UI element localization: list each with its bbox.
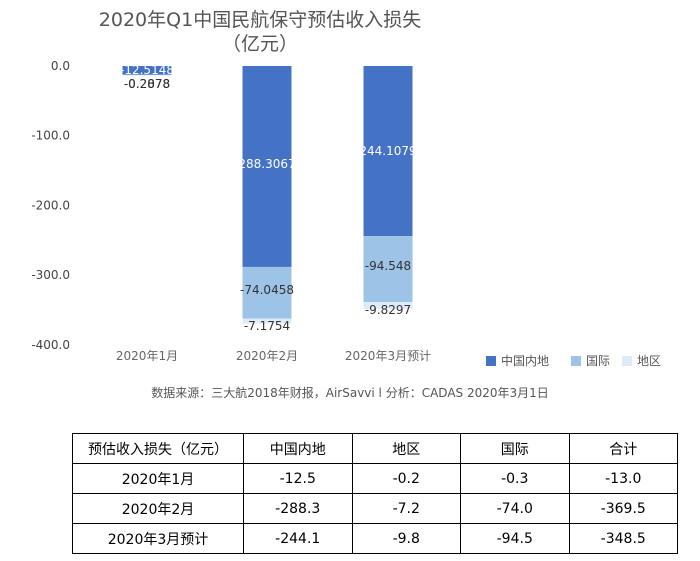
bar-segment <box>363 302 413 309</box>
legend-swatch <box>622 356 632 366</box>
data-label: -74.0458 <box>240 283 294 297</box>
table-cell: -288.3 <box>243 493 353 524</box>
table-row: 2020年3月预计 -244.1 -9.8 -94.5 -348.5 <box>72 523 678 554</box>
y-tick-label: -400.0 <box>31 338 70 352</box>
table-header-cell: 中国内地 <box>243 433 353 464</box>
legend-swatch <box>486 356 496 366</box>
table-cell: 2020年3月预计 <box>72 523 244 554</box>
x-tick-label: 2020年3月预计 <box>345 349 431 363</box>
bar-segment <box>363 66 413 237</box>
data-source-note: 数据来源：三大航2018年财报，AirSavvi l 分析：CADAS 2020… <box>151 386 549 400</box>
data-label: -94.548 <box>365 259 411 273</box>
table-header-cell: 地区 <box>351 433 461 464</box>
table-cell: -0.2 <box>351 463 461 494</box>
table-cell: 2020年1月 <box>72 463 244 494</box>
table-header-row: 预估收入损失（亿元） 中国内地 地区 国际 合计 <box>72 433 678 464</box>
table-row: 2020年1月 -12.5 -0.2 -0.3 -13.0 <box>72 463 678 494</box>
bar-segment <box>122 74 172 76</box>
chart-title: 2020年Q1中国民航保守预估收入损失（亿元） <box>98 9 422 55</box>
table-cell: -9.8 <box>351 523 461 554</box>
y-tick-label: -100.0 <box>31 129 70 143</box>
table-cell: -94.5 <box>460 523 570 554</box>
data-label: 244.1079 <box>359 144 416 158</box>
table-header-cell: 合计 <box>568 433 678 464</box>
data-label: 288.3067 <box>238 157 295 171</box>
y-tick-label: -200.0 <box>31 198 70 212</box>
bar-segment <box>242 318 292 324</box>
legend-label: 中国内地 <box>501 353 549 368</box>
table-cell: -74.0 <box>460 493 570 524</box>
data-label: -0.2878 <box>124 77 170 91</box>
x-tick-label: 2020年1月 <box>116 349 178 363</box>
table-cell: -369.5 <box>568 493 678 524</box>
table-cell: -0.3 <box>460 463 570 494</box>
data-label: -12.5148 <box>120 63 174 77</box>
x-tick-label: 2020年2月 <box>236 349 298 363</box>
data-label: -0.2078 <box>124 77 170 91</box>
table-row: 2020年2月 -288.3 -7.2 -74.0 -369.5 <box>72 493 678 524</box>
legend-swatch <box>571 356 581 366</box>
data-label: -9.8297 <box>365 303 411 317</box>
bar-segment <box>242 66 292 267</box>
table-cell: -348.5 <box>568 523 678 554</box>
y-tick-label: 0.0 <box>51 59 70 73</box>
table-cell: -12.5 <box>243 463 353 494</box>
table-cell: 2020年2月 <box>72 493 244 524</box>
bar-segment <box>363 236 413 303</box>
table-header-cell: 国际 <box>460 433 570 464</box>
legend-label: 国际 <box>586 354 610 368</box>
y-tick-label: -300.0 <box>31 268 70 282</box>
data-label: -7.1754 <box>244 319 290 333</box>
legend-label: 地区 <box>637 354 661 368</box>
table-cell: -13.0 <box>568 463 678 494</box>
bar-segment <box>242 266 292 319</box>
stacked-bar-chart: 0.0 -100.0 -200.0 -300.0 -400.0 2020年1月 2020年2… <box>31 59 661 368</box>
table-cell: -7.2 <box>351 493 461 524</box>
table-header-cell: 预估收入损失（亿元） <box>72 433 244 464</box>
loss-table: 预估收入损失（亿元） 中国内地 地区 国际 合计 2020年1月 -12.5 -… <box>72 433 678 554</box>
table-cell: -244.1 <box>243 523 353 554</box>
bar-segment <box>122 66 172 75</box>
